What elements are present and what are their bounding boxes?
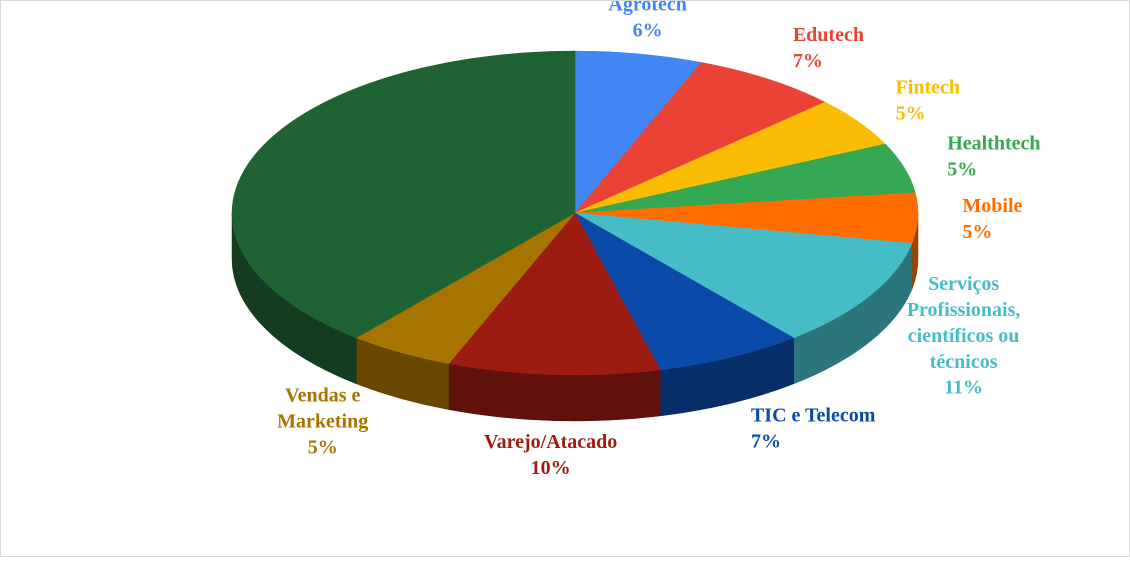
slice-value-label: 11% — [944, 377, 983, 399]
slice-label: Fintech — [896, 77, 960, 99]
slice-value-label: 5% — [896, 103, 926, 125]
slice-label: Outro — [304, 143, 356, 165]
slice — [574, 212, 913, 339]
slice-value-label: 6% — [633, 19, 663, 41]
slice-value-label: 39% — [316, 169, 356, 191]
slice — [574, 62, 826, 214]
slice — [574, 50, 702, 214]
slice-value-label: 7% — [793, 50, 823, 72]
slice-value-label: 5% — [962, 221, 992, 243]
slice-label: Healthtech — [947, 132, 1040, 154]
slice-value-label: 5% — [308, 436, 338, 458]
slice-label: Varejo/Atacado — [484, 431, 617, 453]
slice-label: TIC e Telecom — [751, 405, 876, 427]
slice-value-label: 7% — [751, 431, 781, 453]
slice-label: Vendas e Marketing — [277, 384, 368, 432]
slice — [574, 212, 795, 371]
slice-value-label: 5% — [947, 158, 977, 180]
slice-label: Edutech — [793, 24, 864, 46]
slice-label: Agrotech — [608, 1, 687, 15]
slice — [448, 212, 661, 376]
slice — [231, 50, 576, 339]
slice-label: Mobile — [962, 195, 1022, 217]
slice-label: Serviços Profissionais, científicos ou técn… — [907, 273, 1021, 373]
slice-value-label: 10% — [531, 457, 571, 479]
